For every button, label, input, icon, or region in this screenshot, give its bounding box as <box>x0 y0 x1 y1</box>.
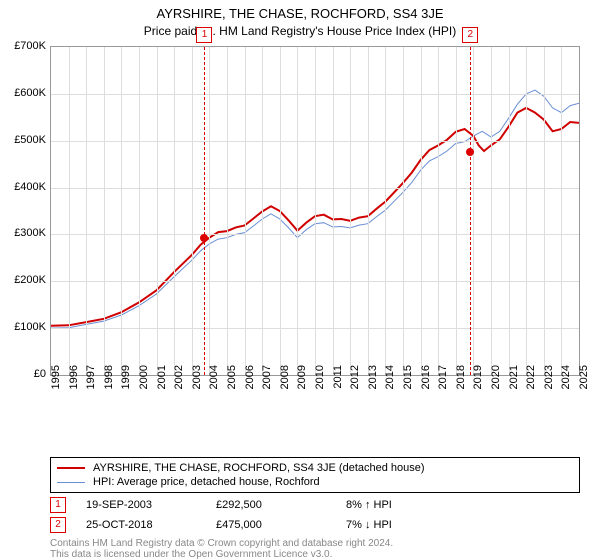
x-tick-label: 1996 <box>68 365 80 399</box>
x-tick-label: 2017 <box>437 365 449 399</box>
x-tick-label: 1995 <box>50 365 62 399</box>
x-tick-label: 2009 <box>296 365 308 399</box>
gridline-v <box>456 47 457 375</box>
x-tick-label: 2021 <box>508 365 520 399</box>
gridline-v <box>174 47 175 375</box>
chart-title: AYRSHIRE, THE CHASE, ROCHFORD, SS4 3JE <box>0 0 600 21</box>
gridline-v <box>297 47 298 375</box>
x-tick-label: 2008 <box>279 365 291 399</box>
marker-badge-1: 1 <box>196 27 212 43</box>
footer-line-2: This data is licensed under the Open Gov… <box>50 549 580 560</box>
legend-swatch-red <box>57 467 85 469</box>
y-tick-label: £100K <box>2 321 46 333</box>
plot-region: 12 <box>50 46 580 376</box>
gridline-v <box>544 47 545 375</box>
gridline-v <box>104 47 105 375</box>
gridline-v <box>139 47 140 375</box>
gridline-v <box>262 47 263 375</box>
legend-row-red: AYRSHIRE, THE CHASE, ROCHFORD, SS4 3JE (… <box>57 461 573 475</box>
x-tick-label: 2005 <box>226 365 238 399</box>
x-tick-label: 2000 <box>138 365 150 399</box>
y-tick-label: £600K <box>2 87 46 99</box>
x-tick-label: 2016 <box>420 365 432 399</box>
x-tick-label: 2020 <box>490 365 502 399</box>
gridline-v <box>421 47 422 375</box>
legend-swatch-blue <box>57 482 85 483</box>
x-tick-label: 1998 <box>103 365 115 399</box>
marker-dot-2 <box>466 148 474 156</box>
x-tick-label: 2004 <box>208 365 220 399</box>
marker-badge-2: 2 <box>50 517 66 533</box>
sale-delta-2: 7% ↓ HPI <box>346 519 392 531</box>
legend-label-blue: HPI: Average price, detached house, Roch… <box>93 475 320 489</box>
x-tick-label: 2006 <box>244 365 256 399</box>
marker-dot-1 <box>200 234 208 242</box>
gridline-v <box>280 47 281 375</box>
gridline-v <box>491 47 492 375</box>
x-tick-label: 2015 <box>402 365 414 399</box>
gridline-v <box>86 47 87 375</box>
gridline-v <box>385 47 386 375</box>
gridline-v <box>192 47 193 375</box>
gridline-v <box>473 47 474 375</box>
marker-vline <box>204 47 205 375</box>
sale-price-1: £292,500 <box>216 499 346 511</box>
legend-row-blue: HPI: Average price, detached house, Roch… <box>57 475 573 489</box>
gridline-v <box>509 47 510 375</box>
sale-date-2: 25-OCT-2018 <box>86 519 216 531</box>
x-tick-label: 2022 <box>525 365 537 399</box>
x-tick-label: 2019 <box>472 365 484 399</box>
x-tick-label: 2024 <box>560 365 572 399</box>
x-tick-label: 2007 <box>261 365 273 399</box>
gridline-v <box>350 47 351 375</box>
y-tick-label: £500K <box>2 134 46 146</box>
marker-vline <box>470 47 471 375</box>
gridline-v <box>315 47 316 375</box>
marker-badge-2: 2 <box>462 27 478 43</box>
gridline-v <box>121 47 122 375</box>
gridline-v <box>438 47 439 375</box>
sale-delta-1: 8% ↑ HPI <box>346 499 392 511</box>
x-tick-label: 2003 <box>191 365 203 399</box>
gridline-v <box>561 47 562 375</box>
gridline-v <box>403 47 404 375</box>
gridline-v <box>368 47 369 375</box>
y-tick-label: £400K <box>2 181 46 193</box>
sale-row-1: 1 19-SEP-2003 £292,500 8% ↑ HPI <box>50 497 580 513</box>
gridline-v <box>209 47 210 375</box>
x-tick-label: 2001 <box>156 365 168 399</box>
sale-price-2: £475,000 <box>216 519 346 531</box>
chart-area: 12 £0£100K£200K£300K£400K£500K£600K£700K… <box>50 46 580 416</box>
gridline-v <box>69 47 70 375</box>
x-tick-label: 2002 <box>173 365 185 399</box>
gridline-v <box>157 47 158 375</box>
footer-line-1: Contains HM Land Registry data © Crown c… <box>50 538 580 549</box>
x-tick-label: 2018 <box>455 365 467 399</box>
gridline-v <box>526 47 527 375</box>
sale-row-2: 2 25-OCT-2018 £475,000 7% ↓ HPI <box>50 517 580 533</box>
x-tick-label: 2023 <box>543 365 555 399</box>
gridline-v <box>227 47 228 375</box>
marker-badge-1: 1 <box>50 497 66 513</box>
y-tick-label: £700K <box>2 40 46 52</box>
legend: AYRSHIRE, THE CHASE, ROCHFORD, SS4 3JE (… <box>50 457 580 493</box>
x-tick-label: 2010 <box>314 365 326 399</box>
y-tick-label: £200K <box>2 274 46 286</box>
x-tick-label: 2013 <box>367 365 379 399</box>
x-tick-label: 2012 <box>349 365 361 399</box>
footer: Contains HM Land Registry data © Crown c… <box>50 538 580 560</box>
chart-subtitle: Price paid vs. HM Land Registry's House … <box>0 21 600 38</box>
x-tick-label: 1999 <box>120 365 132 399</box>
gridline-v <box>245 47 246 375</box>
y-tick-label: £0 <box>2 368 46 380</box>
sale-date-1: 19-SEP-2003 <box>86 499 216 511</box>
gridline-v <box>333 47 334 375</box>
x-tick-label: 2011 <box>332 365 344 399</box>
x-tick-label: 1997 <box>85 365 97 399</box>
x-tick-label: 2025 <box>578 365 590 399</box>
legend-label-red: AYRSHIRE, THE CHASE, ROCHFORD, SS4 3JE (… <box>93 461 425 475</box>
x-tick-label: 2014 <box>384 365 396 399</box>
y-tick-label: £300K <box>2 227 46 239</box>
